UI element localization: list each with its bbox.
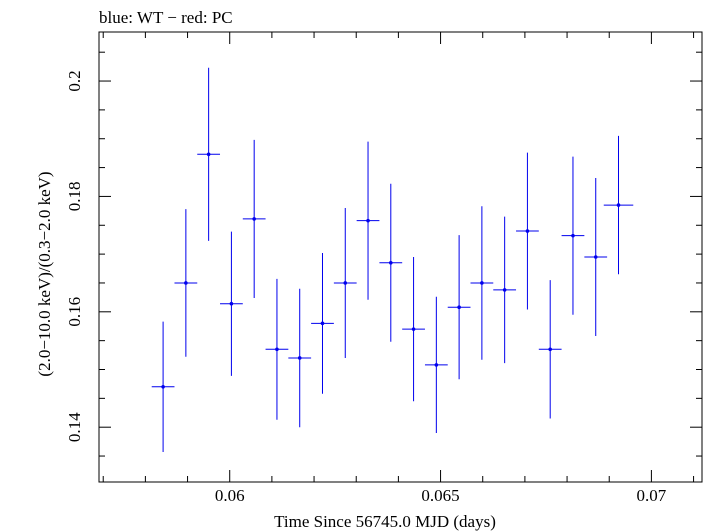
- x-tick-label: 0.06: [215, 486, 245, 505]
- data-point: [197, 67, 221, 241]
- data-point: [584, 177, 608, 337]
- y-tick-label: 0.2: [65, 70, 84, 91]
- data-point: [356, 141, 380, 300]
- point-marker: [457, 305, 461, 309]
- point-marker: [252, 217, 256, 221]
- point-marker: [184, 281, 188, 285]
- data-point: [311, 252, 334, 394]
- data-point: [493, 216, 517, 364]
- data-point: [379, 183, 403, 342]
- data-point: [333, 207, 357, 358]
- y-tick-label: 0.16: [65, 297, 84, 327]
- data-point: [424, 296, 448, 433]
- chart-title: blue: WT − red: PC: [99, 8, 233, 27]
- y-tick-label: 0.14: [65, 412, 84, 442]
- point-marker: [434, 363, 439, 367]
- point-marker: [411, 327, 416, 331]
- point-marker: [366, 218, 370, 223]
- point-marker: [161, 385, 165, 389]
- data-point: [402, 257, 425, 402]
- point-marker: [548, 347, 552, 352]
- axis-tick-labels: 0.06 0.065 0.07 0.14 0.16 0.18 0.2: [65, 70, 667, 505]
- x-tick-label: 0.07: [637, 486, 667, 505]
- data-point: [516, 152, 539, 310]
- data-point: [538, 280, 562, 419]
- point-marker: [297, 356, 302, 360]
- point-marker: [502, 288, 507, 292]
- data-point: [288, 288, 312, 428]
- point-marker: [480, 281, 484, 285]
- point-marker: [593, 255, 598, 259]
- x-axis-label: Time Since 56745.0 MJD (days): [274, 512, 496, 531]
- data-point: [470, 206, 494, 360]
- data-points: [151, 67, 634, 452]
- y-tick-label: 0.18: [65, 182, 84, 212]
- x-tick-label: 0.065: [421, 486, 459, 505]
- axis-ticks: [99, 32, 702, 482]
- data-point: [265, 278, 289, 420]
- data-point: [220, 231, 243, 376]
- data-point: [242, 139, 266, 298]
- point-marker: [389, 260, 393, 265]
- point-marker: [571, 233, 575, 238]
- plot-frame: [98, 31, 703, 483]
- data-point: [151, 321, 175, 452]
- point-marker: [206, 152, 211, 157]
- data-point: [174, 209, 198, 357]
- point-marker: [275, 347, 279, 352]
- point-marker: [616, 203, 621, 207]
- point-marker: [343, 281, 348, 285]
- y-axis-label: (2.0−10.0 keV)/(0.3−2.0 keV): [35, 171, 54, 376]
- data-point: [603, 135, 634, 275]
- point-marker: [525, 229, 530, 233]
- point-marker: [229, 301, 234, 306]
- point-marker: [320, 321, 325, 326]
- data-point: [561, 156, 585, 315]
- data-point: [447, 235, 471, 380]
